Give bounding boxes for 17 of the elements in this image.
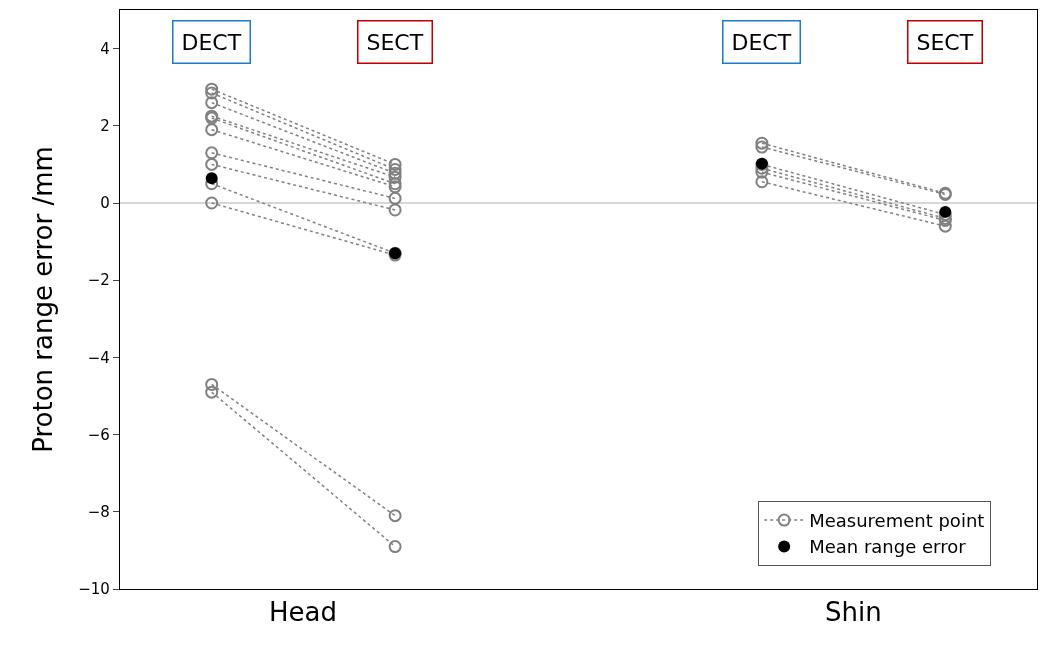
y-axis-title: Proton range error /mm [27,146,58,453]
y-tick-label: 2 [100,117,110,136]
legend-label: Measurement point [809,510,985,532]
y-tick-label: −10 [78,580,110,599]
y-tick-label: −8 [87,503,110,522]
annotation: SECT [366,29,424,55]
annotation: SECT [916,29,974,55]
y-tick-label: −2 [87,271,110,290]
y-tick-label: 0 [100,194,110,213]
y-tick-label: −6 [87,425,110,444]
annotation: DECT [731,29,792,55]
legend-label: Mean range error [809,536,967,558]
annotation: DECT [181,29,242,55]
text: Head [269,597,337,627]
y-tick-label: −4 [87,348,110,367]
text: Shin [825,597,882,627]
y-tick-label: 4 [100,39,110,58]
